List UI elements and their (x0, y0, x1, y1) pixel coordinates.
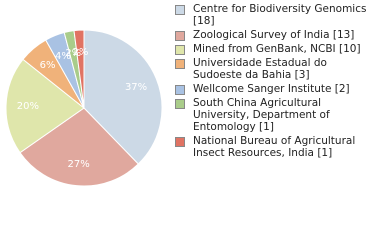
slice-label: 2% (65, 48, 81, 59)
legend-label: Zoological Survey of India [13] (193, 29, 355, 41)
slice-label: 20% (17, 101, 39, 112)
slice-label: 2% (72, 47, 88, 58)
legend-label: Centre for Biodiversity Genomics [18] (193, 3, 367, 27)
pie-slice (73, 29, 85, 109)
legend-label: Wellcome Sanger Institute [2] (193, 83, 350, 95)
legend-item: Centre for Biodiversity Genomics [18] (174, 3, 374, 27)
legend-swatch (175, 31, 185, 41)
pie-area: 37% 27% 20% 6%4%2%2% (5, 29, 163, 187)
pie-slice (83, 29, 163, 165)
slice-label: 37% (125, 82, 147, 93)
legend: Centre for Biodiversity Genomics [18] Zoo… (174, 3, 374, 159)
legend-item: National Bureau of Agricultural Insect R… (174, 135, 374, 159)
legend-swatch (175, 99, 185, 109)
legend-swatch (175, 85, 185, 95)
slice-label: 4% (55, 51, 71, 62)
legend-swatch (175, 5, 185, 15)
legend-item: Universidade Estadual do Sudoeste da Bah… (174, 57, 374, 81)
legend-label: Mined from GenBank, NCBI [10] (193, 43, 361, 55)
legend-item: South China Agricultural University, Dep… (174, 97, 374, 133)
pie-slice (19, 107, 139, 187)
legend-swatch (175, 59, 185, 69)
legend-item: Mined from GenBank, NCBI [10] (174, 43, 374, 55)
legend-item: Wellcome Sanger Institute [2] (174, 83, 374, 95)
legend-swatch (175, 45, 185, 55)
legend-item: Zoological Survey of India [13] (174, 29, 374, 41)
legend-label: South China Agricultural University, Dep… (193, 97, 330, 133)
legend-label: National Bureau of Agricultural Insect R… (193, 135, 356, 159)
legend-swatch (175, 137, 185, 147)
slice-label: 27% (67, 159, 89, 170)
pie-slice (5, 58, 85, 154)
slice-label: 6% (40, 60, 56, 71)
legend-label: Universidade Estadual do Sudoeste da Bah… (193, 57, 327, 81)
